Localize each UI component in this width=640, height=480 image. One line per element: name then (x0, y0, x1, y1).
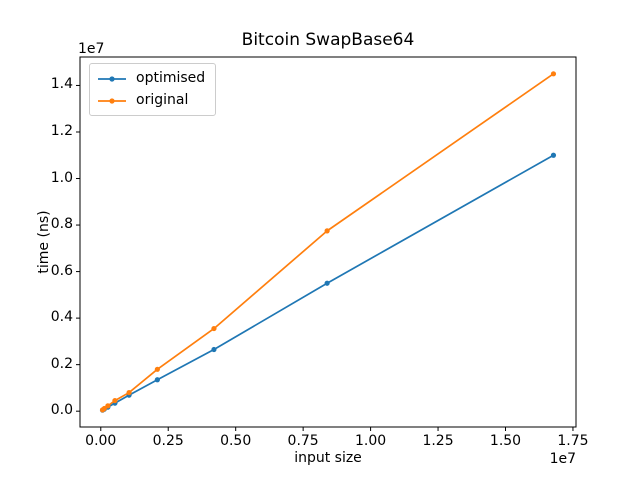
x-tick-label: 0.75 (287, 433, 319, 449)
x-tick-label: 1.75 (557, 433, 589, 449)
x-tick-label: 1.00 (355, 433, 387, 449)
data-point-marker-original (105, 403, 111, 409)
y-tick-label: 1.2 (50, 122, 73, 139)
x-tick-label: 0.25 (152, 433, 184, 449)
y-tick-label: 1.4 (50, 76, 73, 93)
x-tick-label: 1.25 (422, 433, 454, 449)
data-point-marker-optimised (211, 346, 217, 353)
x-tick-label: 1.50 (489, 433, 522, 449)
x-axis-offset-label: 1e7 (549, 451, 576, 467)
y-tick-label: 0.6 (50, 262, 73, 279)
y-tick-label: 0.2 (50, 355, 73, 372)
y-tick-label: 0.8 (50, 216, 73, 233)
data-point-marker-original (126, 389, 132, 396)
legend-entry-optimised: optimised (97, 69, 205, 88)
legend-label-original: original (136, 92, 189, 108)
legend-entry-original: original (97, 91, 205, 110)
legend: optimised original (89, 63, 217, 116)
legend-line-marker-sample-optimised (97, 74, 127, 84)
data-point-marker-optimised (154, 377, 160, 383)
data-point-marker-original (324, 228, 330, 234)
data-point-marker-optimised (550, 152, 557, 158)
x-tick-label: 0.50 (220, 433, 252, 449)
data-point-marker-original (101, 405, 107, 412)
y-axis-offset-label: 1e7 (78, 41, 105, 57)
y-tick-label: 1.0 (50, 169, 73, 186)
series-line-original (102, 73, 554, 411)
data-point-marker-original (112, 397, 118, 404)
legend-label-optimised: optimised (136, 70, 206, 86)
axes-spines (79, 56, 577, 428)
x-axis-label: input size (294, 450, 362, 466)
legend-line-marker-sample-original (97, 96, 127, 106)
y-tick-label: 0.4 (50, 309, 73, 326)
data-point-marker-original (154, 366, 160, 372)
chart-title: Bitcoin SwapBase64 (241, 30, 415, 50)
data-point-marker-original (211, 325, 217, 332)
y-tick-label: 0.0 (50, 402, 73, 419)
data-point-marker-optimised (324, 280, 330, 286)
data-point-marker-original (550, 71, 557, 77)
x-tick-label: 0.00 (85, 433, 117, 449)
